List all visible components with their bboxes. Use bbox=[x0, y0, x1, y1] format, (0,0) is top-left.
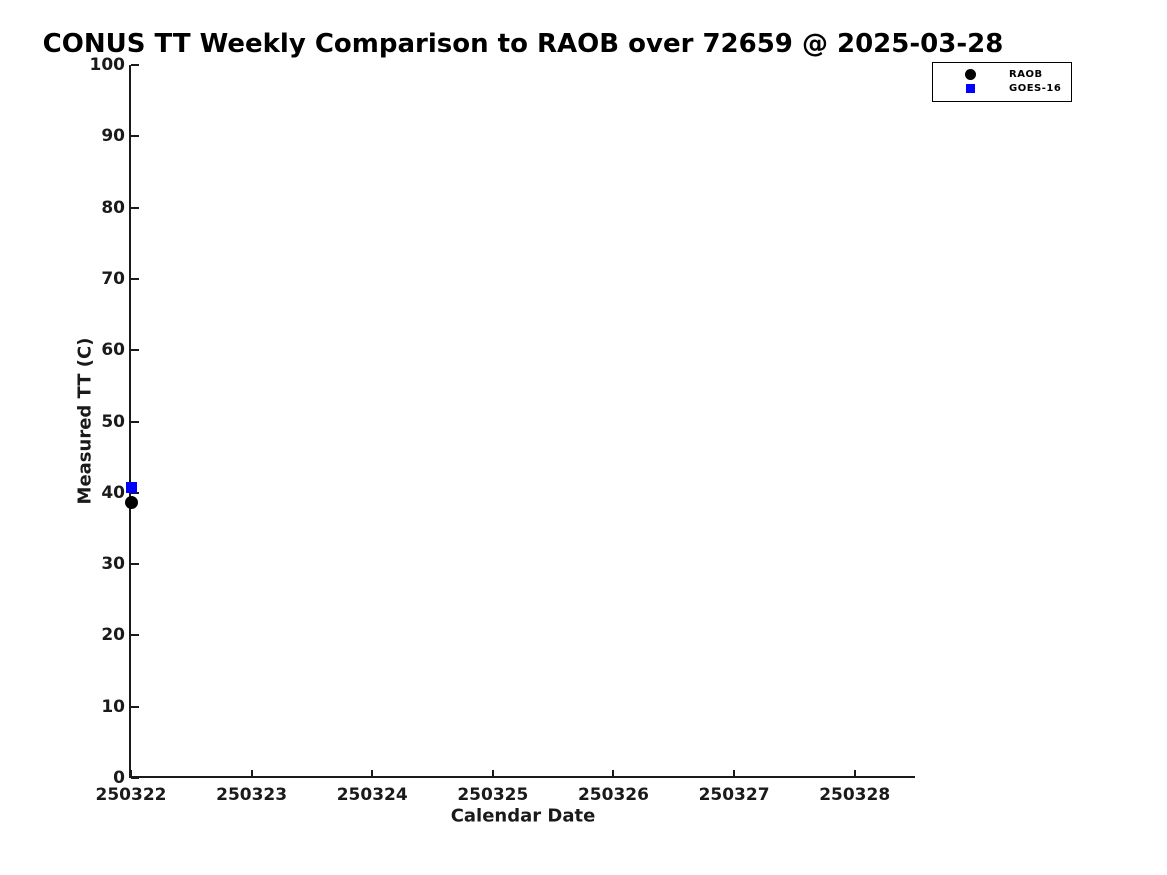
x-tick-label: 250325 bbox=[457, 785, 529, 805]
x-tick-mark bbox=[612, 770, 615, 778]
y-tick-mark bbox=[131, 634, 139, 637]
x-tick-label: 250323 bbox=[216, 785, 288, 805]
y-tick-label: 10 bbox=[101, 696, 125, 717]
y-tick-mark bbox=[131, 777, 139, 779]
y-tick-mark bbox=[131, 64, 139, 66]
legend-item-label: RAOB bbox=[1009, 68, 1043, 80]
x-tick-mark bbox=[853, 770, 856, 778]
y-tick-mark bbox=[131, 705, 139, 708]
y-tick-label: 20 bbox=[101, 625, 125, 646]
square-marker-icon bbox=[957, 83, 983, 93]
legend-item-goes-16: GOES-16 bbox=[933, 81, 1071, 95]
plot-area bbox=[129, 65, 915, 778]
y-tick-label: 70 bbox=[101, 268, 125, 289]
data-point-goes-16 bbox=[125, 482, 137, 494]
legend: RAOB GOES-16 bbox=[932, 62, 1072, 102]
x-tick-label: 250324 bbox=[336, 785, 408, 805]
y-tick-mark bbox=[131, 206, 139, 209]
y-tick-label: 100 bbox=[89, 55, 126, 75]
legend-item-label: GOES-16 bbox=[1009, 82, 1062, 94]
y-tick-mark bbox=[131, 135, 139, 138]
y-tick-label: 60 bbox=[101, 340, 125, 361]
x-axis-label: Calendar Date bbox=[450, 805, 596, 827]
x-tick-mark bbox=[130, 770, 132, 778]
y-tick-label: 50 bbox=[101, 411, 125, 432]
y-tick-mark bbox=[131, 277, 139, 280]
legend-item-raob: RAOB bbox=[933, 67, 1071, 81]
data-point-raob bbox=[124, 495, 138, 509]
chart-title: CONUS TT Weekly Comparison to RAOB over … bbox=[42, 29, 1004, 59]
x-tick-label: 250322 bbox=[95, 785, 167, 805]
y-tick-label: 30 bbox=[101, 554, 125, 575]
x-tick-mark bbox=[733, 770, 736, 778]
x-tick-mark bbox=[371, 770, 374, 778]
x-tick-label: 250327 bbox=[698, 785, 770, 805]
x-tick-label: 250326 bbox=[577, 785, 649, 805]
x-tick-mark bbox=[250, 770, 253, 778]
y-tick-mark bbox=[131, 420, 139, 423]
circle-marker-icon bbox=[957, 68, 983, 80]
x-tick-mark bbox=[491, 770, 494, 778]
y-tick-label: 90 bbox=[101, 126, 125, 147]
y-tick-mark bbox=[131, 349, 139, 352]
y-tick-label: 40 bbox=[101, 482, 125, 503]
y-tick-mark bbox=[131, 563, 139, 566]
y-tick-label: 0 bbox=[113, 768, 125, 788]
x-tick-label: 250328 bbox=[819, 785, 891, 805]
y-tick-label: 80 bbox=[101, 197, 125, 218]
